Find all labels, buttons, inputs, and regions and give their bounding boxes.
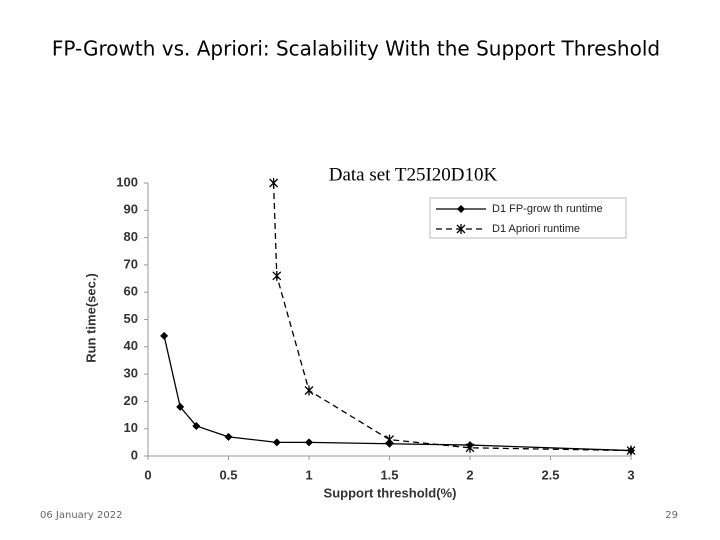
marker xyxy=(626,445,636,456)
series-line xyxy=(163,335,632,452)
y-tick-label: 90 xyxy=(124,202,138,217)
x-tick-label: 1.5 xyxy=(380,467,398,482)
series-line xyxy=(272,182,632,452)
marker xyxy=(176,402,185,411)
marker xyxy=(385,434,394,445)
date: 06 January 2022 xyxy=(40,510,122,521)
y-tick-label: 70 xyxy=(124,256,138,271)
legend-marker xyxy=(457,205,465,213)
y-tick-label: 0 xyxy=(131,447,138,462)
marker xyxy=(272,270,282,281)
x-tick-label: 0.5 xyxy=(219,467,237,482)
marker xyxy=(305,438,313,447)
x-tick-label: 1 xyxy=(305,467,312,482)
y-tick-label: 50 xyxy=(124,311,138,326)
y-tick-label: 30 xyxy=(124,366,138,381)
y-axis-label: Run time(sec.) xyxy=(83,273,98,363)
x-tick-label: 0 xyxy=(144,467,151,482)
marker xyxy=(272,438,281,447)
marker xyxy=(304,385,314,396)
y-tick-label: 10 xyxy=(124,420,138,435)
x-tick-label: 3 xyxy=(627,467,634,482)
marker xyxy=(192,421,201,430)
y-tick-label: 100 xyxy=(116,174,138,189)
slide-title: FP-Growth vs. Apriori: Scalability With … xyxy=(52,37,660,61)
page-number: 29 xyxy=(665,510,678,521)
legend-label: D1 Apriori runtime xyxy=(492,223,580,235)
marker xyxy=(465,442,475,453)
x-tick-label: 2.5 xyxy=(541,467,559,482)
legend-marker xyxy=(456,224,466,234)
y-tick-label: 20 xyxy=(124,393,138,408)
legend-label: D1 FP-grow th runtime xyxy=(492,203,603,215)
x-tick-label: 2 xyxy=(466,467,473,482)
chart-title: Data set T25I20D10K xyxy=(329,164,498,185)
y-tick-label: 40 xyxy=(124,338,138,353)
marker xyxy=(160,331,169,340)
marker xyxy=(224,432,233,441)
marker xyxy=(269,178,279,188)
y-tick-label: 60 xyxy=(124,284,138,299)
x-axis-label: Support threshold(%) xyxy=(324,485,457,500)
legend-box xyxy=(429,197,627,239)
y-tick-label: 80 xyxy=(124,229,138,244)
